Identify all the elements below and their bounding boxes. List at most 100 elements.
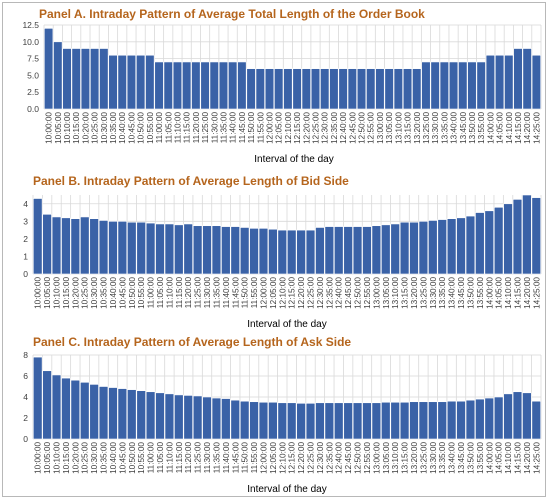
panel-b-xtick-label: 10:55:00: [137, 277, 146, 309]
panel-b-xtick-label: 11:40:00: [222, 277, 231, 309]
panel-b-xtick-label: 10:10:00: [53, 277, 62, 309]
panel-a-bar: [274, 68, 284, 110]
panel-c-bar: [127, 389, 137, 440]
panel-a-bar: [191, 61, 201, 110]
panel-a-xtick-label: 13:45:00: [459, 112, 468, 144]
panel-b-bar: [164, 223, 175, 275]
panel-a-bar: [99, 48, 109, 110]
panel-c-xtick-label: 12:55:00: [363, 442, 372, 474]
panel-b-xtick-label: 13:40:00: [448, 277, 457, 309]
panel-b-xtick-label: 11:45:00: [231, 277, 240, 309]
panel-a-xtick-label: 14:05:00: [496, 112, 505, 144]
panel-a-xtick-label: 10:15:00: [72, 112, 81, 144]
panel-c-xtick-label: 10:20:00: [71, 442, 80, 474]
panel-a-bar: [430, 61, 440, 110]
panel-c-xtick-label: 13:20:00: [410, 442, 419, 474]
panel-b-xtick-label: 13:15:00: [401, 277, 410, 309]
panel-c-xtick-label: 10:50:00: [128, 442, 137, 474]
panel-a-bar: [163, 61, 173, 110]
panel-a-xtick-label: 12:15:00: [293, 112, 302, 144]
panel-a-ytick-label: 12.5: [22, 20, 39, 30]
panel-b-xtick-label: 11:10:00: [165, 277, 174, 309]
panel-b-xtick-label: 14:15:00: [513, 277, 522, 309]
panel-b-xtick-label: 13:55:00: [476, 277, 485, 309]
panel-c-xtick-label: 12:25:00: [307, 442, 316, 474]
panel-b-bar: [32, 198, 43, 275]
panel-b-bar: [522, 194, 532, 275]
panel-a: Panel A. Intraday Pattern of Average Tot…: [3, 3, 547, 167]
panel-a-xtick-label: 10:00:00: [45, 112, 54, 144]
panel-b-chart: Panel B. Intraday Pattern of Average Len…: [23, 174, 542, 330]
panel-b-xtick-label: 12:30:00: [316, 277, 325, 309]
panel-b-xtick-label: 13:00:00: [372, 277, 381, 309]
panel-a-xtick-label: 14:00:00: [486, 112, 495, 144]
panel-c-bar: [362, 402, 372, 440]
panel-c-xtick-label: 13:40:00: [448, 442, 457, 474]
panel-c-bar: [503, 393, 513, 440]
panel-a-bar: [476, 61, 486, 110]
panel-c-bar: [136, 390, 146, 440]
panel-b-bar: [80, 216, 90, 275]
panel-a-xtick-label: 12:05:00: [275, 112, 284, 144]
panel-c-xtick-label: 13:05:00: [382, 442, 391, 474]
panel-b-bar: [239, 227, 250, 275]
panel-b-bar: [493, 206, 504, 275]
panel-a-bar: [513, 48, 523, 110]
panel-a-bar: [301, 68, 311, 110]
panel-c-bar: [98, 386, 109, 440]
panel-b-xtick-label: 10:20:00: [71, 277, 80, 309]
panel-b-bar: [108, 221, 118, 275]
panel-a-xtick-label: 12:40:00: [339, 112, 348, 144]
panel-a-ytick-label: 5.0: [27, 70, 39, 80]
panel-c-bar: [381, 401, 391, 440]
panel-b-xtick-label: 14:25:00: [532, 277, 541, 309]
panel-c-bar: [211, 397, 222, 440]
panel-b-bar: [296, 229, 306, 275]
panel-c-bar: [352, 402, 363, 440]
panel-c-chart: Panel C. Intraday Pattern of Average Len…: [23, 335, 542, 495]
panel-c-xtick-label: 13:00:00: [372, 442, 381, 474]
panel-c-xtick-label: 11:00:00: [147, 442, 156, 474]
panel-c-bar: [192, 395, 203, 440]
panel-c-ytick-label: 0: [23, 434, 28, 444]
panel-a-xtick-label: 13:00:00: [376, 112, 385, 144]
panel-c-xtick-label: 12:15:00: [288, 442, 297, 474]
panel-c-xtick-label: 14:10:00: [504, 442, 513, 474]
panel-a-bar: [80, 48, 91, 110]
panel-c-bar: [268, 401, 278, 440]
panel-a-bar: [402, 68, 413, 110]
panel-b-bar: [61, 217, 71, 275]
figure-frame: Panel A. Intraday Pattern of Average Tot…: [2, 2, 546, 497]
panel-c-xtick-label: 11:20:00: [184, 442, 193, 474]
panel-a-bar: [108, 54, 118, 110]
panel-c-bar: [418, 401, 429, 440]
panel-c-xtick-label: 12:40:00: [335, 442, 344, 474]
panel-c-xtick-label: 10:35:00: [100, 442, 109, 474]
panel-b-bar: [409, 221, 419, 275]
panel-c-bar: [475, 398, 485, 440]
panel-c-bar: [465, 399, 476, 440]
panel-b-bar: [98, 220, 109, 275]
panel-a-xtick-label: 13:25:00: [422, 112, 431, 144]
panel-c-xtick-label: 13:15:00: [401, 442, 410, 474]
panel-b-bar: [230, 226, 240, 275]
panel-a-ytick-label: 0.0: [27, 104, 39, 114]
panel-b-bar: [305, 229, 316, 275]
panel-c-xtick-label: 13:45:00: [457, 442, 466, 474]
panel-c-xtick-label: 10:05:00: [43, 442, 52, 474]
panel-c-bar: [258, 401, 269, 440]
panel-a-bar: [237, 61, 247, 110]
panel-b-bar: [352, 226, 363, 275]
panel-c-xtick-label: 10:30:00: [90, 442, 99, 474]
panel-c-bar: [399, 401, 410, 440]
panel-b-bar: [343, 226, 353, 275]
panel-b-ytick-label: 0: [23, 269, 28, 279]
panel-c-xtick-label: 11:15:00: [175, 442, 184, 474]
panel-a-xtick-label: 11:05:00: [164, 112, 173, 144]
panel-b-xtick-label: 11:25:00: [194, 277, 203, 309]
panel-b-xtick-label: 12:45:00: [344, 277, 353, 309]
panel-c-xtick-label: 12:50:00: [354, 442, 363, 474]
panel-c-xtick-label: 11:05:00: [156, 442, 165, 474]
panel-b-xtick-label: 11:15:00: [175, 277, 184, 309]
panel-b-xtick-label: 10:25:00: [81, 277, 90, 309]
